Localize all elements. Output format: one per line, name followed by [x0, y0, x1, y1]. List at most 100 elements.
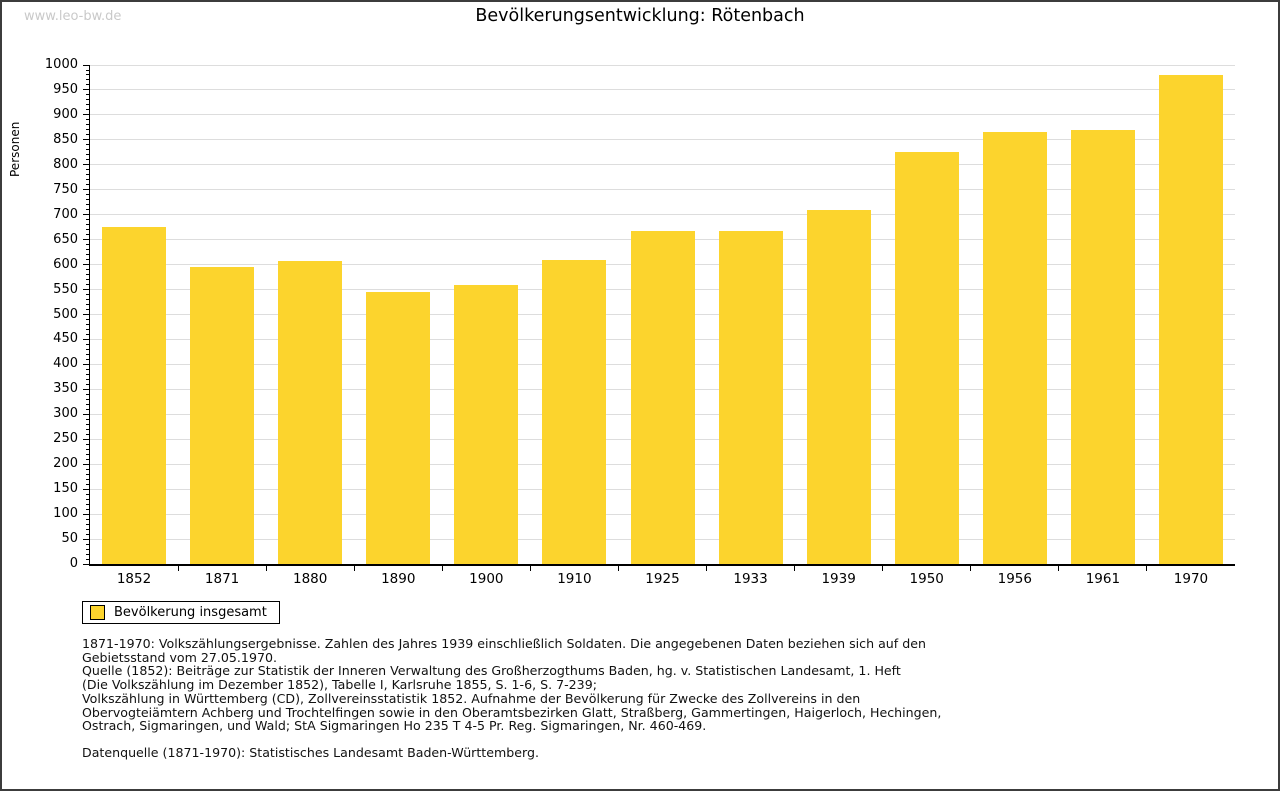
y-axis-minor-tick [86, 423, 89, 425]
y-tick-label: 750 [53, 181, 78, 197]
y-axis-minor-tick [86, 418, 89, 420]
y-axis-minor-tick [86, 528, 89, 530]
footnote-line: Ostrach, Sigmaringen, und Wald; StA Sigm… [82, 718, 707, 734]
y-axis-minor-tick [86, 443, 89, 445]
y-axis-minor-tick [86, 94, 89, 96]
gridline [90, 139, 1235, 141]
x-axis-tick [794, 566, 796, 571]
x-tick-label: 1910 [557, 571, 592, 587]
y-axis-minor-tick [86, 408, 89, 410]
y-axis-tick [83, 488, 89, 490]
y-axis-minor-tick [86, 254, 89, 256]
y-axis-minor-tick [86, 69, 89, 71]
y-axis-tick [83, 114, 89, 116]
bar [894, 152, 959, 564]
footnote-line: Gebietsstand vom 27.05.1970. [82, 649, 277, 665]
chart-title: Bevölkerungsentwicklung: Rötenbach [475, 6, 805, 26]
x-axis-tick [353, 566, 355, 571]
y-axis-minor-tick [86, 79, 89, 81]
y-tick-label: 150 [53, 481, 78, 497]
y-tick-label: 500 [53, 306, 78, 322]
y-axis-minor-tick [86, 179, 89, 181]
y-axis-minor-tick [86, 99, 89, 101]
y-axis-minor-tick [86, 468, 89, 470]
y-axis-minor-tick [86, 503, 89, 505]
x-tick-label: 1890 [381, 571, 416, 587]
y-axis-minor-tick [86, 149, 89, 151]
y-tick-label: 250 [53, 431, 78, 447]
y-axis-tick [83, 388, 89, 390]
footnote: 1871-1970: Volkszählungsergebnisse. Zahl… [82, 637, 1212, 760]
plot-area: 0 50 100 150 200 250 300 350 400 450 500 550 600 650 7… [45, 57, 1235, 587]
x-axis-tick [882, 566, 884, 571]
y-axis-minor-tick [86, 244, 89, 246]
x-tick-label: 1925 [645, 571, 680, 587]
y-axis-minor-tick [86, 453, 89, 455]
y-axis-minor-tick [86, 319, 89, 320]
x-axis-tick [1146, 566, 1148, 571]
y-axis-minor-tick [86, 299, 89, 301]
y-axis-minor-tick [86, 104, 89, 106]
y-axis-tick [83, 89, 89, 91]
y-tick-label: 1000 [44, 57, 78, 72]
y-axis-minor-tick [86, 124, 89, 126]
y-axis-minor-tick [86, 159, 89, 161]
y-axis-minor-tick [86, 194, 89, 196]
y-axis-minor-tick [86, 398, 89, 400]
x-axis-tick [177, 566, 179, 571]
y-axis-minor-tick [86, 249, 89, 251]
x-tick-label: 1852 [116, 571, 152, 587]
y-axis-minor-tick [86, 348, 89, 350]
gridline [90, 114, 1235, 116]
y-axis-minor-tick [86, 433, 89, 435]
y-axis-minor-tick [86, 483, 89, 485]
bar [102, 227, 167, 564]
y-axis-minor-tick [86, 533, 89, 535]
y-axis-minor-tick [86, 548, 89, 550]
y-axis-minor-tick [86, 508, 89, 510]
y-axis-minor-tick [86, 199, 89, 201]
y-axis-tick [83, 264, 89, 266]
bar [1070, 129, 1135, 564]
y-axis-minor-tick [86, 558, 89, 560]
y-axis-minor-tick [86, 333, 89, 335]
y-tick-label: 900 [53, 106, 78, 122]
y-axis-tick [83, 463, 89, 465]
bar [366, 292, 431, 564]
y-axis-minor-tick [86, 358, 89, 360]
y-axis-minor-tick [86, 129, 89, 131]
y-axis-tick [83, 363, 89, 365]
footnote-line: Obervogteiämtern Achberg und Trochtelfin… [82, 704, 942, 720]
y-tick-label: 0 [69, 556, 78, 571]
y-axis-tick [83, 189, 89, 191]
y-axis-minor-tick [86, 309, 89, 311]
legend-label: Bevölkerung insgesamt [114, 605, 267, 620]
y-axis-minor-tick [86, 84, 89, 86]
y-axis-minor-tick [86, 353, 89, 355]
x-axis-tick [265, 566, 267, 571]
y-axis-minor-tick [86, 473, 89, 475]
y-tick-label: 550 [53, 281, 78, 297]
y-axis-tick [83, 239, 89, 241]
y-axis-minor-tick [86, 428, 89, 430]
y-axis-minor-tick [86, 328, 89, 330]
x-tick-label: 1871 [204, 571, 240, 587]
y-axis-minor-tick [86, 259, 89, 261]
y-tick-label: 100 [53, 506, 78, 522]
x-axis-tick [706, 566, 708, 571]
y-axis-minor-tick [86, 498, 89, 500]
y-axis-minor-tick [86, 234, 89, 236]
y-axis-minor-tick [86, 169, 89, 171]
y-axis-minor-tick [86, 274, 89, 276]
bar [1158, 74, 1223, 564]
y-axis-minor-tick [86, 478, 89, 480]
datasource-line: Datenquelle (1871-1970): Statistisches L… [82, 744, 539, 760]
y-axis-tick [83, 413, 89, 415]
y-axis-minor-tick [86, 518, 89, 520]
y-tick-label: 850 [53, 131, 78, 147]
y-axis-minor-tick [86, 323, 89, 325]
y-tick-label: 350 [53, 381, 78, 397]
y-axis-minor-tick [86, 393, 89, 395]
bar [542, 259, 607, 564]
